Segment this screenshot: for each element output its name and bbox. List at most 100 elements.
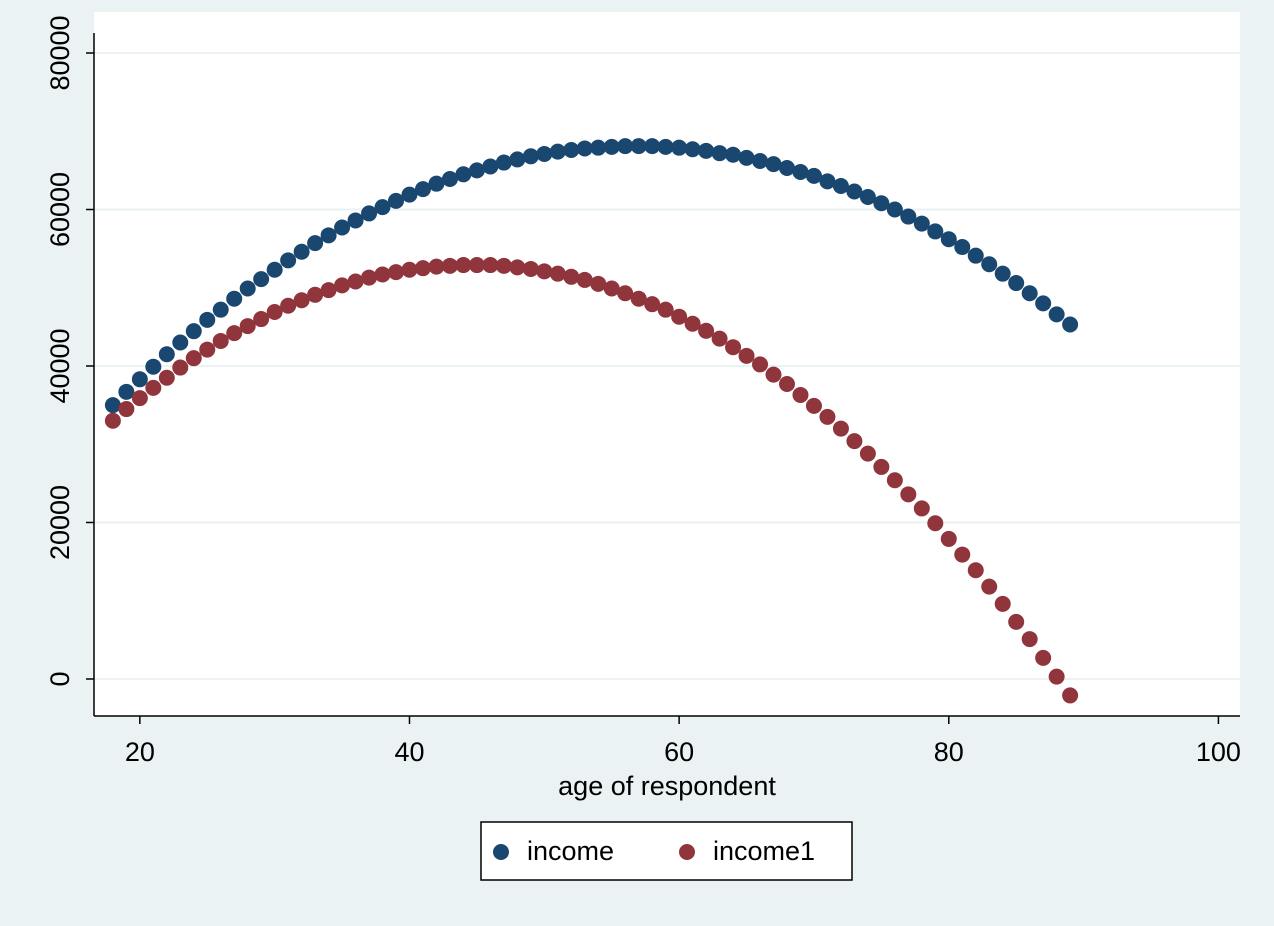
point — [752, 356, 769, 373]
point — [374, 266, 391, 283]
point — [145, 379, 162, 396]
point — [441, 257, 458, 274]
point — [495, 154, 512, 171]
point — [347, 212, 364, 229]
point — [468, 257, 485, 274]
x-tick-label: 60 — [664, 737, 694, 767]
point — [603, 280, 620, 297]
point — [873, 458, 890, 475]
point — [253, 311, 270, 328]
point — [738, 347, 755, 364]
point — [792, 386, 809, 403]
point — [630, 290, 647, 307]
point — [698, 322, 715, 339]
point — [725, 146, 742, 163]
point — [388, 264, 405, 281]
point — [711, 145, 728, 162]
point — [320, 282, 337, 299]
point — [1048, 668, 1065, 685]
point — [280, 252, 297, 269]
point — [131, 390, 148, 407]
point — [307, 235, 324, 252]
point — [846, 433, 863, 450]
point — [711, 330, 728, 347]
point — [1021, 631, 1038, 648]
point — [765, 156, 782, 173]
point — [104, 412, 121, 429]
point — [158, 369, 175, 386]
point — [671, 139, 688, 156]
point — [738, 149, 755, 166]
point — [617, 285, 634, 302]
point — [414, 260, 431, 277]
point — [361, 269, 378, 286]
point — [967, 562, 984, 579]
point — [954, 239, 971, 256]
point — [131, 371, 148, 388]
point — [401, 186, 418, 203]
legend-marker — [493, 844, 509, 860]
point — [118, 401, 135, 418]
point — [280, 297, 297, 314]
point — [428, 175, 445, 192]
legend-label: income1 — [713, 836, 815, 866]
point — [684, 141, 701, 158]
point — [104, 397, 121, 414]
point — [1008, 275, 1025, 292]
point — [563, 268, 580, 285]
point — [536, 263, 553, 280]
point — [428, 258, 445, 275]
point — [293, 243, 310, 260]
point — [671, 308, 688, 325]
point — [158, 346, 175, 363]
point — [805, 167, 822, 184]
y-tick-label: 40000 — [45, 328, 75, 403]
point — [374, 199, 391, 216]
point — [212, 301, 229, 318]
point — [549, 143, 566, 160]
point — [967, 247, 984, 264]
point — [994, 595, 1011, 612]
x-tick-label: 20 — [125, 737, 155, 767]
point — [927, 223, 944, 240]
y-tick-label: 20000 — [45, 485, 75, 560]
point — [886, 201, 903, 218]
point — [792, 163, 809, 180]
x-tick-label: 40 — [394, 737, 424, 767]
point — [940, 231, 957, 248]
point — [886, 472, 903, 489]
point — [239, 318, 256, 335]
point — [644, 296, 661, 313]
point — [698, 142, 715, 159]
legend-marker — [679, 844, 695, 860]
point — [873, 195, 890, 212]
point — [900, 208, 917, 225]
point — [495, 257, 512, 274]
point — [509, 259, 526, 276]
legend — [480, 821, 853, 881]
point — [307, 286, 324, 303]
point — [334, 219, 351, 236]
point — [765, 366, 782, 383]
point — [320, 227, 337, 244]
point — [913, 215, 930, 232]
point — [981, 578, 998, 595]
point — [549, 265, 566, 282]
point — [455, 257, 472, 274]
point — [455, 166, 472, 183]
point — [644, 138, 661, 155]
point — [266, 304, 283, 321]
point — [859, 445, 876, 462]
point — [590, 139, 607, 156]
point — [509, 151, 526, 168]
y-tick-label: 0 — [45, 671, 75, 686]
point — [927, 515, 944, 532]
point — [145, 358, 162, 375]
point — [819, 408, 836, 425]
point — [576, 271, 593, 288]
point — [684, 315, 701, 332]
point — [185, 323, 202, 340]
point — [805, 397, 822, 414]
point — [981, 256, 998, 273]
point — [522, 260, 539, 277]
